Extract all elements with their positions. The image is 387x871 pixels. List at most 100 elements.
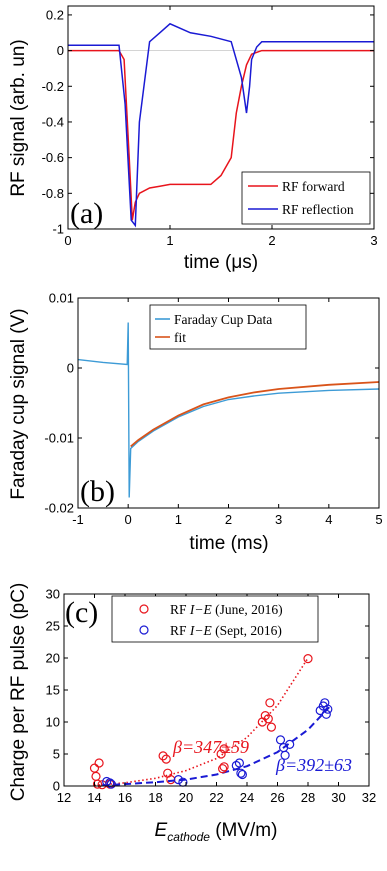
data-point-june	[158, 751, 168, 761]
panel-b-legend: Faraday Cup Data fit	[149, 304, 307, 350]
data-point-june	[161, 754, 171, 764]
panel-a-ylabel: RF signal (arb. un)	[8, 39, 29, 196]
panel-c-legend: RF I−E (June, 2016) RF I−E (Sept, 2016)	[111, 595, 319, 643]
series-line-rf-reflection	[68, 22, 374, 228]
legend-marker-june-2016	[139, 604, 149, 614]
panel-a-xlabel: time (μs)	[184, 252, 258, 273]
data-point-sept	[234, 758, 244, 768]
panel-c-xlabel: Ecathode (MV/m)	[155, 820, 278, 844]
panel-a-frame	[67, 5, 375, 230]
legend-label-june-prefix: RF	[170, 602, 190, 617]
panel-c-ytick-label: 15	[46, 683, 60, 698]
panel-b-legend-box	[149, 304, 307, 350]
panel-b-xlabel: time (ms)	[189, 533, 268, 554]
legend-label-sept-suffix: (Sept, 2016)	[212, 623, 282, 638]
fit-curve-june	[94, 657, 309, 787]
panel-c-ytick-label: 0	[53, 779, 60, 794]
panel-c-xtick-label: 32	[362, 790, 376, 805]
data-point-sept	[323, 704, 333, 714]
panel-b-ylabel: Faraday cup signal (V)	[8, 308, 29, 499]
legend-label-fit: fit	[174, 330, 186, 345]
data-point-june	[266, 722, 276, 732]
panel-b-ytick-label: -0.02	[44, 501, 74, 516]
data-point-sept	[280, 750, 290, 760]
panel-c-xtick-label: 12	[57, 790, 71, 805]
legend-label-june-suffix: (June, 2016)	[212, 602, 283, 617]
annotation-beta-june: β=347±59	[172, 737, 249, 757]
data-point-sept	[173, 774, 183, 785]
series-line-rf-forward	[68, 49, 374, 221]
panel-b-xtick-label: 3	[275, 512, 282, 527]
panel-c-label: (c)	[65, 596, 98, 629]
panel-b-xtick-label: -1	[72, 512, 84, 527]
data-point-june	[89, 763, 100, 773]
panel-c-xtick-label: 14	[87, 790, 101, 805]
panel-c-xtick-label: 26	[270, 790, 284, 805]
panel-a-ytick-label: -0.8	[42, 186, 64, 201]
data-point-sept	[321, 709, 331, 719]
panel-b-ytick-label: 0.01	[49, 291, 74, 306]
data-point-june	[260, 710, 270, 721]
data-point-sept	[231, 760, 241, 771]
data-point-june	[219, 762, 229, 772]
panel-c-xtick-label: 28	[301, 790, 315, 805]
data-point-june	[219, 744, 229, 754]
data-point-sept	[275, 735, 286, 745]
panel-c-ytick-label: 5	[53, 747, 60, 762]
data-point-june	[216, 749, 226, 759]
panel-c-xlabel-unit: (MV/m)	[210, 820, 278, 841]
panel-b-xtick-label: 0	[125, 512, 132, 527]
annotation-beta-sept: β=392±63	[275, 755, 352, 775]
panel-b-xtick-label: 1	[175, 512, 182, 527]
data-point-sept	[285, 739, 295, 750]
panel-c-ylabel: Charge per RF pulse (pC)	[8, 583, 29, 802]
panel-c-ytick-label: 20	[46, 651, 60, 666]
data-point-june	[265, 698, 275, 708]
data-point-june	[91, 771, 101, 782]
legend-label-rf-forward: RF forward	[282, 179, 345, 194]
data-point-sept	[105, 778, 115, 788]
data-point-sept	[236, 768, 246, 778]
panel-a-ytick-label: -0.6	[42, 150, 64, 165]
panel-b-xtick-label: 4	[325, 512, 332, 527]
legend-label-faraday-cup-data: Faraday Cup Data	[174, 312, 272, 327]
panel-c-xtick-label: 22	[209, 790, 223, 805]
panel-c-legend-box	[111, 595, 319, 643]
panel-a-legend-box	[241, 171, 371, 225]
panel-b-xtick-label: 2	[225, 512, 232, 527]
legend-label-rf-reflection: RF reflection	[282, 202, 354, 217]
legend-marker-sept-2016	[139, 625, 149, 635]
panel-a-xtick-label: 2	[268, 233, 275, 248]
legend-label-june-ie: I−E	[189, 602, 213, 617]
panel-a-ytick-label: 0	[57, 43, 64, 58]
fit-curve-sept	[102, 704, 332, 787]
panel-a-legend: RF forward RF reflection	[241, 171, 371, 225]
series-line-fit	[130, 381, 380, 448]
panel-a-label: (a)	[70, 197, 103, 230]
data-point-sept	[106, 779, 116, 789]
panel-a-xtick-label: 0	[64, 233, 71, 248]
panel-a-ytick-label: -1	[52, 222, 64, 237]
panel-a-ytick-label: -0.2	[42, 79, 64, 94]
panel-b-ytick-label: -0.01	[44, 431, 74, 446]
panel-c-xtick-label: 16	[118, 790, 132, 805]
panel-c-ytick-label: 25	[46, 619, 60, 634]
data-point-june	[263, 714, 273, 724]
legend-label-sept-prefix: RF	[170, 623, 190, 638]
legend-label-june-2016: RF I−E (June, 2016)	[170, 602, 283, 617]
data-point-june	[92, 779, 103, 789]
series-line-faraday-cup-data	[77, 322, 380, 498]
panel-c-xtick-label: 24	[240, 790, 254, 805]
panel-a-xtick-label: 3	[370, 233, 377, 248]
panel-b: -1 0 1 2 3 4 5 -0.02 -0.01 0 0.01 (b) Faraday Cup …	[8, 291, 383, 555]
data-point-sept	[237, 769, 247, 780]
legend-label-sept-2016: RF I−E (Sept, 2016)	[170, 623, 282, 638]
panel-c-xtick-label: 18	[148, 790, 162, 805]
panel-c-xlabel-symbol: E	[155, 820, 168, 841]
legend-label-sept-ie: I−E	[189, 623, 213, 638]
panel-c-xtick-label: 20	[179, 790, 193, 805]
panel-c-ytick-label: 30	[46, 587, 60, 602]
data-point-june	[94, 758, 104, 768]
panel-b-label: (b)	[80, 475, 115, 508]
